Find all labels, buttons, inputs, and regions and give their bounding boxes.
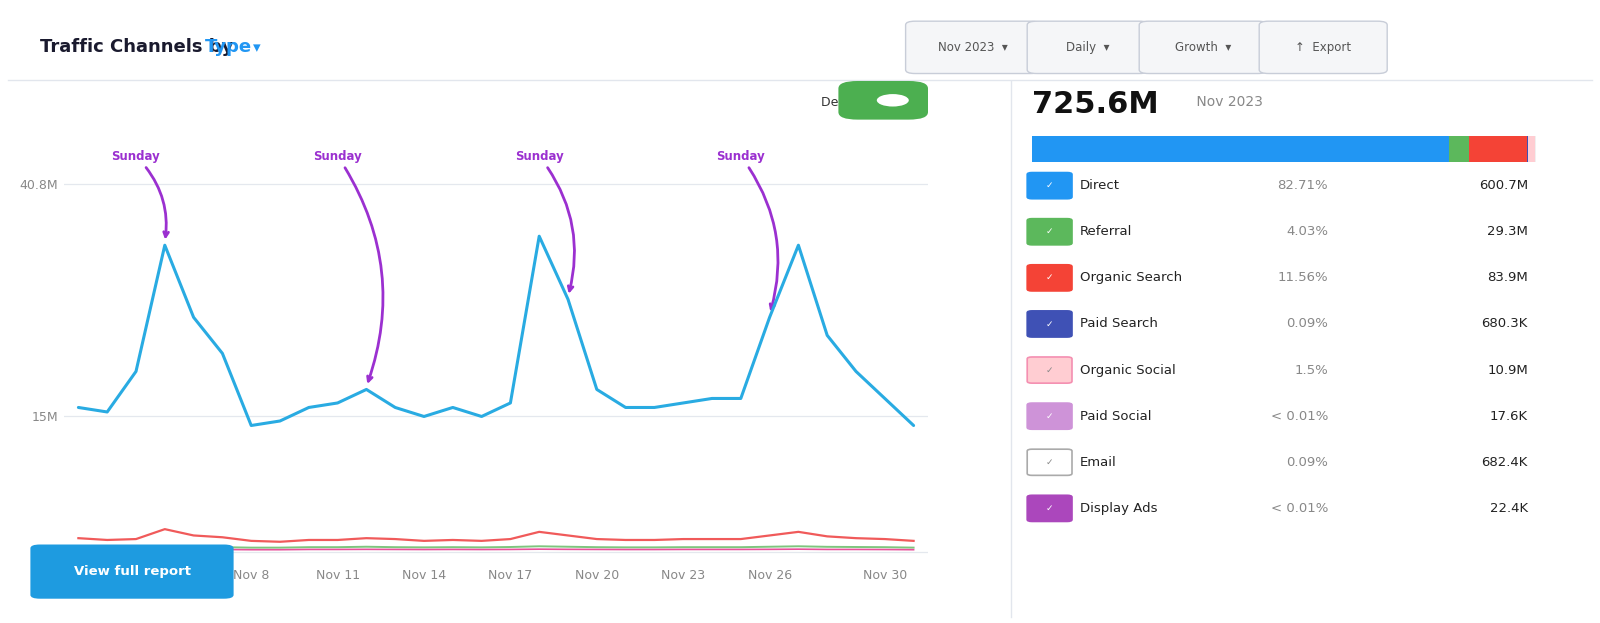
Text: Nov 2023  ▾: Nov 2023 ▾ xyxy=(938,41,1008,54)
Text: Organic Search: Organic Search xyxy=(1080,272,1182,284)
Text: Sunday: Sunday xyxy=(112,150,168,237)
Text: 600.7M: 600.7M xyxy=(1478,179,1528,192)
Text: 82.71%: 82.71% xyxy=(1277,179,1328,192)
Text: ✓: ✓ xyxy=(1046,504,1053,513)
Text: Display Ads: Display Ads xyxy=(1080,502,1157,515)
Text: Sunday: Sunday xyxy=(515,150,574,291)
Text: 11.56%: 11.56% xyxy=(1277,272,1328,284)
Text: 17.6K: 17.6K xyxy=(1490,410,1528,422)
Text: Type: Type xyxy=(205,38,251,55)
Text: ✓: ✓ xyxy=(1046,320,1053,328)
Text: ✓: ✓ xyxy=(1046,273,1053,282)
Text: 725.6M: 725.6M xyxy=(1032,90,1158,120)
Text: Organic Social: Organic Social xyxy=(1080,364,1176,376)
Text: 1.5%: 1.5% xyxy=(1294,364,1328,376)
Text: ✓: ✓ xyxy=(1046,181,1053,190)
Text: 680.3K: 680.3K xyxy=(1482,318,1528,330)
Text: 83.9M: 83.9M xyxy=(1488,272,1528,284)
Text: < 0.01%: < 0.01% xyxy=(1270,410,1328,422)
Text: Daily  ▾: Daily ▾ xyxy=(1066,41,1110,54)
Text: Sunday: Sunday xyxy=(717,150,778,309)
Text: ✓: ✓ xyxy=(1046,227,1053,236)
Text: Deviation range: Deviation range xyxy=(821,97,922,109)
Text: ✓: ✓ xyxy=(1046,366,1053,374)
Text: Direct: Direct xyxy=(1080,179,1120,192)
Text: ↑  Export: ↑ Export xyxy=(1294,41,1352,54)
Text: 29.3M: 29.3M xyxy=(1486,226,1528,238)
Text: 0.09%: 0.09% xyxy=(1286,318,1328,330)
Text: 0.09%: 0.09% xyxy=(1286,456,1328,468)
Text: ▾: ▾ xyxy=(253,40,261,55)
Text: < 0.01%: < 0.01% xyxy=(1270,502,1328,515)
Text: Paid Social: Paid Social xyxy=(1080,410,1152,422)
Text: 682.4K: 682.4K xyxy=(1482,456,1528,468)
Text: Traffic Channels by: Traffic Channels by xyxy=(40,38,240,55)
Text: Email: Email xyxy=(1080,456,1117,468)
Text: 22.4K: 22.4K xyxy=(1490,502,1528,515)
Text: Growth  ▾: Growth ▾ xyxy=(1174,41,1232,54)
Text: Nov 2023: Nov 2023 xyxy=(1192,95,1262,109)
Text: 10.9M: 10.9M xyxy=(1488,364,1528,376)
Text: 4.03%: 4.03% xyxy=(1286,226,1328,238)
Text: ✓: ✓ xyxy=(1046,412,1053,421)
Text: Referral: Referral xyxy=(1080,226,1133,238)
Text: Sunday: Sunday xyxy=(314,150,382,381)
Text: Paid Search: Paid Search xyxy=(1080,318,1158,330)
Text: View full report: View full report xyxy=(74,565,190,578)
Text: ✓: ✓ xyxy=(1046,458,1053,467)
